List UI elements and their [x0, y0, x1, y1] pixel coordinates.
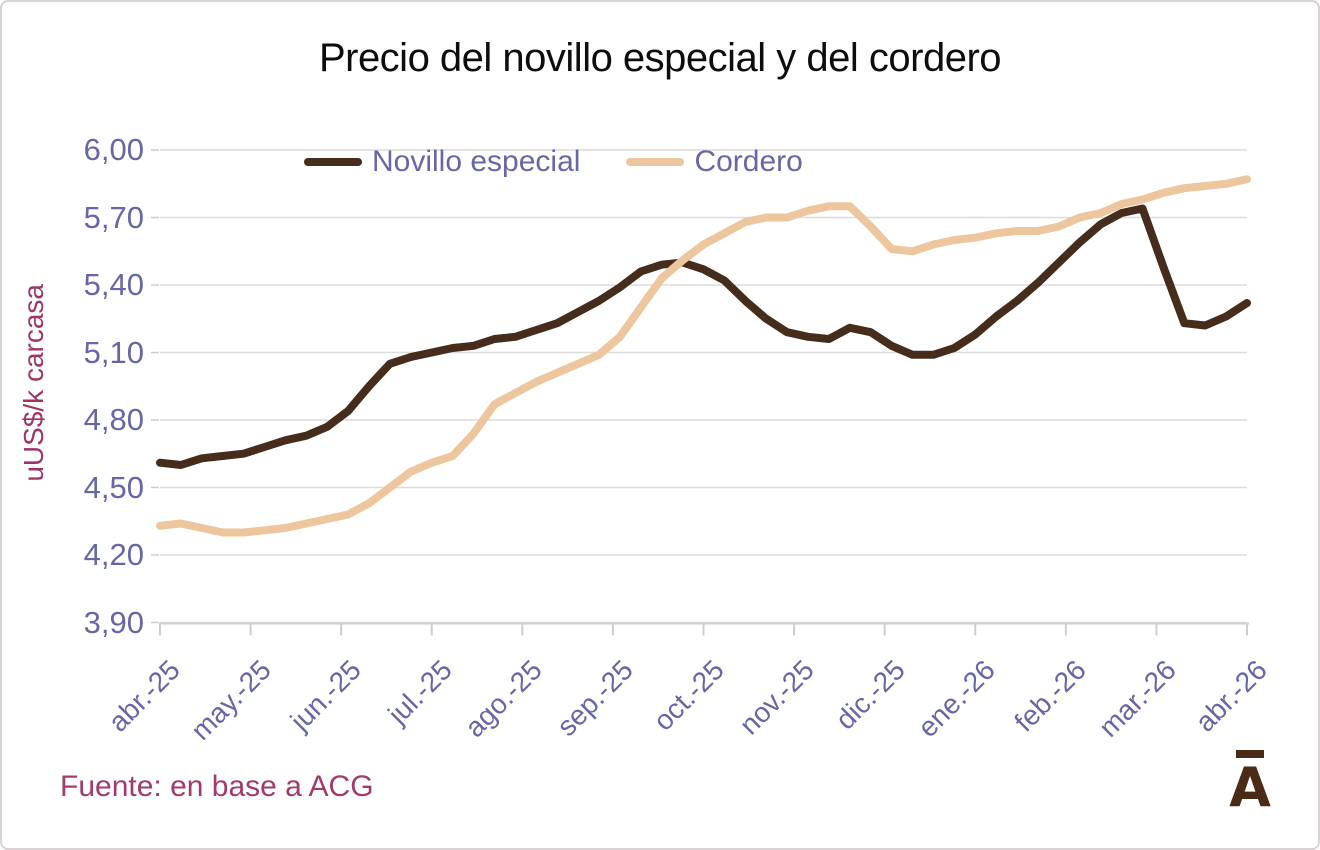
y-tick-label: 4,20 [83, 537, 144, 572]
y-tick-label: 5,10 [83, 334, 144, 370]
logo-letter: A [1229, 756, 1271, 819]
y-tick-label: 4,50 [83, 469, 144, 505]
y-tick-label: 6,00 [83, 132, 144, 167]
legend-swatch-novillo-icon [304, 158, 362, 166]
logo-macron-bar-icon [1236, 750, 1264, 758]
legend-item-cordero: Cordero [626, 145, 803, 179]
legend-swatch-cordero-icon [626, 158, 685, 166]
legend-label-cordero: Cordero [694, 145, 803, 178]
page-title: Precio del novillo especial y del corder… [318, 36, 1002, 80]
y-tick-label: 5,40 [83, 267, 144, 302]
legend-label-novillo: Novillo especial [372, 145, 581, 178]
y-tick-label: 4,80 [83, 402, 144, 437]
legend-item-novillo: Novillo especial [304, 145, 580, 179]
y-tick-label: 3,90 [83, 604, 144, 640]
y-axis-title: uUS$/k carcasa [18, 284, 49, 482]
source-note: Fuente: en base a ACG [60, 770, 374, 803]
y-tick-label: 5,70 [83, 199, 144, 235]
legend: Novillo especial Cordero [304, 145, 803, 179]
brand-logo: A [1226, 750, 1274, 815]
